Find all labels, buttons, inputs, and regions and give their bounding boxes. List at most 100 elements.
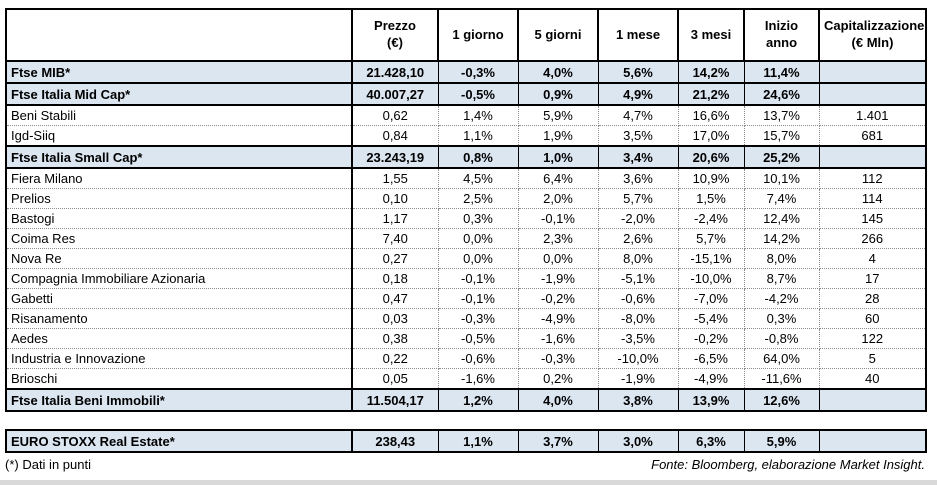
value-cell: 14,2% [743,228,820,249]
value-cell: 8,0% [597,248,679,269]
value-cell: 2,6% [597,228,679,249]
table-row: Gabetti 0,47 -0,1% -0,2% -0,6% -7,0% -4,2% 28 [5,288,927,309]
value-cell: 0,0% [437,248,519,269]
value-cell: 4,9% [597,82,679,106]
value-cell: 1,4% [437,104,519,126]
value-cell [818,429,927,453]
value-cell: 6,4% [517,167,599,189]
value-cell: 10,9% [677,167,745,189]
value-cell: 238,43 [351,429,439,453]
index-name: Ftse MIB* [5,60,353,84]
value-cell: 17,0% [677,125,745,147]
value-cell: 11,4% [743,60,820,84]
value-cell: -0,6% [437,348,519,369]
value-cell: 0,2% [517,368,599,390]
company-name: Bastogi [5,208,353,229]
value-cell: 11.504,17 [351,388,439,412]
value-cell: 8,7% [743,268,820,289]
value-cell: 60 [818,308,927,329]
table-row: Bastogi 1,17 0,3% -0,1% -2,0% -2,4% 12,4% 145 [5,208,927,229]
value-cell: 1,9% [517,125,599,147]
value-cell: 1,2% [437,388,519,412]
value-cell: -11,6% [743,368,820,390]
header-1-giorno: 1 giorno [437,8,519,62]
company-name: Nova Re [5,248,353,269]
value-cell: -10,0% [677,268,745,289]
value-cell: 0,38 [351,328,439,349]
value-cell: -0,5% [437,328,519,349]
value-cell: 4,5% [437,167,519,189]
value-cell: 17 [818,268,927,289]
value-cell: 122 [818,328,927,349]
value-cell: -0,2% [517,288,599,309]
value-cell: 112 [818,167,927,189]
value-cell: -0,1% [437,288,519,309]
table-row: Ftse Italia Beni Immobili* 11.504,17 1,2% 4… [5,388,927,412]
value-cell: 0,10 [351,188,439,209]
value-cell: -7,0% [677,288,745,309]
performance-table: Prezzo (€) 1 giorno 5 giorni 1 mese 3 me… [5,8,927,412]
value-cell: 3,7% [517,429,599,453]
value-cell: -5,1% [597,268,679,289]
table-row: Aedes 0,38 -0,5% -1,6% -3,5% -0,2% -0,8% 122 [5,328,927,349]
value-cell: 1,1% [437,125,519,147]
value-cell: 16,6% [677,104,745,126]
value-cell: 12,4% [743,208,820,229]
value-cell: -4,2% [743,288,820,309]
value-cell: -0,3% [437,60,519,84]
value-cell: 5,9% [517,104,599,126]
value-cell: -0,5% [437,82,519,106]
index-name: EURO STOXX Real Estate* [5,429,353,453]
header-1-mese: 1 mese [597,8,679,62]
company-name: Prelios [5,188,353,209]
value-cell: 5,7% [677,228,745,249]
value-cell: 0,05 [351,368,439,390]
value-cell: -2,0% [597,208,679,229]
header-row: Prezzo (€) 1 giorno 5 giorni 1 mese 3 me… [5,8,927,62]
value-cell: 2,5% [437,188,519,209]
company-name: Aedes [5,328,353,349]
value-cell: -0,6% [597,288,679,309]
value-cell: 1.401 [818,104,927,126]
value-cell: 5,6% [597,60,679,84]
value-cell: 7,40 [351,228,439,249]
value-cell: 21,2% [677,82,745,106]
value-cell: 3,5% [597,125,679,147]
value-cell: 24,6% [743,82,820,106]
value-cell: 3,0% [597,429,679,453]
table-footer: (*) Dati in punti Fonte: Bloomberg, elab… [5,457,925,472]
table-row: Ftse Italia Small Cap* 23.243,19 0,8% 1,0% 3… [5,145,927,169]
value-cell: 0,22 [351,348,439,369]
value-cell: 3,4% [597,145,679,169]
company-name: Compagnia Immobiliare Azionaria [5,268,353,289]
value-cell [818,60,927,84]
header-empty-cell [5,8,353,62]
value-cell: -5,4% [677,308,745,329]
value-cell: 4,0% [517,60,599,84]
company-name: Industria e Innovazione [5,348,353,369]
value-cell: -1,6% [517,328,599,349]
value-cell: 3,6% [597,167,679,189]
value-cell: 4,0% [517,388,599,412]
table-row: Fiera Milano 1,55 4,5% 6,4% 3,6% 10,9% 10,1% 11… [5,167,927,189]
value-cell: 266 [818,228,927,249]
value-cell: -0,8% [743,328,820,349]
value-cell: -1,9% [517,268,599,289]
value-cell: 0,9% [517,82,599,106]
value-cell: 5,7% [597,188,679,209]
value-cell: -4,9% [517,308,599,329]
value-cell: 0,8% [437,145,519,169]
value-cell: -0,1% [517,208,599,229]
value-cell: 2,3% [517,228,599,249]
value-cell: 1,0% [517,145,599,169]
value-cell: 23.243,19 [351,145,439,169]
value-cell: -0,3% [437,308,519,329]
value-cell: 5,9% [743,429,820,453]
value-cell: 8,0% [743,248,820,269]
value-cell: 4 [818,248,927,269]
value-cell: -1,6% [437,368,519,390]
table-row: Coima Res 7,40 0,0% 2,3% 2,6% 5,7% 14,2% 266 [5,228,927,249]
value-cell: -3,5% [597,328,679,349]
company-name: Coima Res [5,228,353,249]
